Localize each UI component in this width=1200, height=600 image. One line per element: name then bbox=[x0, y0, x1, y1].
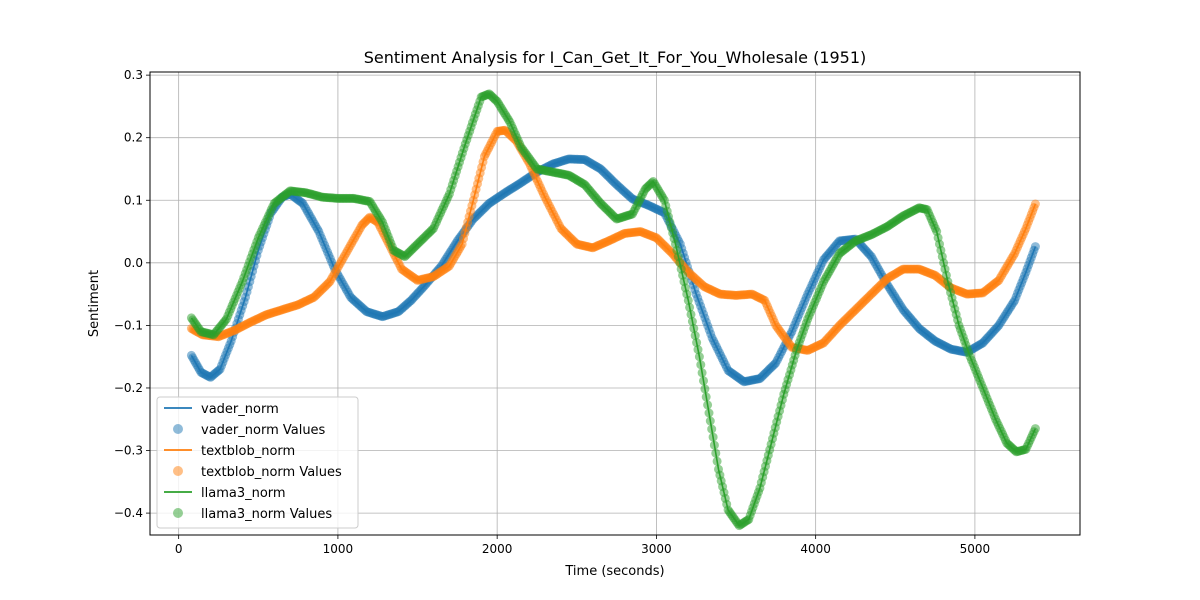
llama3_norm-value-point bbox=[709, 440, 719, 450]
llama3_norm-value-point bbox=[711, 448, 721, 458]
llama3_norm-value-point bbox=[689, 324, 699, 333]
llama3_norm-value-point bbox=[1030, 424, 1040, 434]
llama3_norm-value-point bbox=[685, 302, 695, 312]
y-tick-label: 0.3 bbox=[124, 68, 143, 82]
llama3_norm-value-point bbox=[704, 408, 714, 418]
y-tick-label: −0.4 bbox=[114, 506, 143, 520]
llama3_norm-value-point bbox=[693, 345, 703, 355]
llama3_norm-value-point bbox=[703, 400, 713, 410]
legend-marker-swatch bbox=[173, 466, 183, 476]
legend-marker-swatch bbox=[173, 508, 183, 518]
legend: vader_norm vader_norm Values textblob_norm… bbox=[156, 396, 359, 529]
llama3_norm-value-point bbox=[687, 317, 697, 326]
llama3_norm-value-point bbox=[699, 376, 708, 386]
legend-label: textblob_norm bbox=[201, 444, 295, 459]
x-tick-label: 5000 bbox=[960, 542, 991, 556]
y-axis-label: Sentiment bbox=[87, 270, 102, 337]
llama3_norm-value-point bbox=[705, 416, 715, 426]
x-tick-label: 3000 bbox=[641, 542, 672, 556]
chart-title: Sentiment Analysis for I_Can_Get_It_For_… bbox=[364, 48, 867, 68]
legend-label: vader_norm Values bbox=[201, 423, 326, 438]
x-tick-label: 4000 bbox=[800, 542, 831, 556]
llama3_norm-value-point bbox=[712, 456, 722, 466]
llama3_norm-value-point bbox=[700, 384, 710, 394]
x-axis-label: Time (seconds) bbox=[564, 564, 664, 579]
legend-box bbox=[156, 396, 359, 529]
llama3_norm-value-point bbox=[697, 368, 707, 378]
llama3_norm-series bbox=[186, 89, 1040, 531]
llama3_norm-value-point bbox=[686, 309, 696, 319]
legend-marker-swatch bbox=[173, 424, 183, 434]
x-tick-label: 2000 bbox=[482, 542, 513, 556]
x-tick-label: 0 bbox=[175, 542, 183, 556]
llama3_norm-value-point bbox=[690, 331, 700, 341]
data-layer bbox=[186, 89, 1040, 531]
y-tick-label: 0.1 bbox=[124, 193, 143, 207]
y-tick-label: −0.3 bbox=[114, 444, 143, 458]
x-tick-label: 1000 bbox=[323, 542, 354, 556]
llama3_norm-value-point bbox=[692, 338, 702, 348]
llama3_norm-value-point bbox=[696, 360, 706, 370]
legend-label: textblob_norm Values bbox=[201, 465, 342, 480]
llama3_norm-value-point bbox=[694, 352, 704, 362]
textblob_norm-value-point bbox=[1030, 199, 1040, 209]
y-tick-label: −0.2 bbox=[114, 381, 143, 395]
llama3_norm-value-point bbox=[708, 432, 718, 442]
tick-layer: 0 1000 2000 3000 4000 5000 −0.4 −0.3 −0.2 −0.1 0.0… bbox=[114, 68, 990, 556]
plot-frame bbox=[149, 71, 1081, 536]
llama3_norm-value-point bbox=[683, 295, 693, 305]
y-tick-label: 0.2 bbox=[124, 131, 143, 145]
vader_norm-value-point bbox=[1030, 242, 1040, 252]
y-tick-label: −0.1 bbox=[114, 318, 143, 332]
y-tick-label: 0.0 bbox=[124, 256, 143, 270]
legend-label: llama3_norm bbox=[201, 486, 286, 501]
legend-label: llama3_norm Values bbox=[201, 507, 332, 522]
llama3_norm-value-point bbox=[701, 392, 711, 402]
legend-label: vader_norm bbox=[201, 402, 279, 417]
llama3_norm-value-point bbox=[707, 424, 717, 434]
